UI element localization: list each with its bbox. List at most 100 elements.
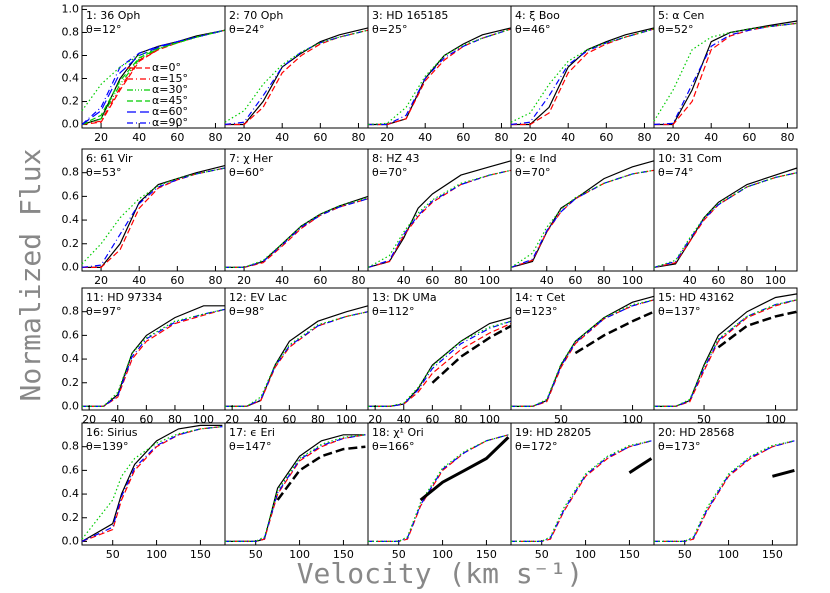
panel-title: 8: HZ 43 <box>372 152 420 165</box>
series-line <box>653 22 798 126</box>
series-line <box>431 324 512 384</box>
series-line <box>654 20 798 126</box>
y-tick-label: 1.0 <box>62 2 80 15</box>
series-line <box>225 434 366 542</box>
x-tick-label: 20 <box>237 131 251 144</box>
x-tick-label: 60 <box>282 413 296 426</box>
series-line <box>511 440 652 542</box>
y-tick-label: 0.4 <box>62 213 80 226</box>
series-line <box>717 310 798 349</box>
y-tick-label: 0.6 <box>62 328 80 341</box>
x-tick-label: 80 <box>351 274 365 287</box>
series-line <box>225 311 369 407</box>
x-tick-label: 80 <box>454 413 468 426</box>
x-tick-label: 20 <box>82 413 96 426</box>
y-axis-label: Normalized Flux <box>14 149 47 402</box>
series-line <box>225 27 369 126</box>
legend-label: α=30° <box>152 83 188 96</box>
panel-title: 16: Sirius <box>86 426 138 439</box>
x-tick-label: 40 <box>275 131 289 144</box>
series-line <box>419 436 510 502</box>
series-line <box>82 308 226 407</box>
x-tick-label: 100 <box>622 274 643 287</box>
series-line <box>654 299 798 407</box>
x-tick-label: 20 <box>225 413 239 426</box>
panel-title: 15: HD 43162 <box>658 291 734 304</box>
x-tick-label: 60 <box>456 131 470 144</box>
x-tick-label: 80 <box>780 131 794 144</box>
legend-label: α=0° <box>152 61 181 74</box>
x-tick-label: 40 <box>111 413 125 426</box>
series-line <box>367 169 512 268</box>
panel-title: 7: χ Her <box>229 152 273 165</box>
y-tick-label: 0.8 <box>62 305 80 318</box>
series-line <box>81 29 226 112</box>
series-line <box>654 440 795 542</box>
x-tick-label: 100 <box>479 413 500 426</box>
x-tick-label: 80 <box>208 131 222 144</box>
y-tick-label: 0.4 <box>62 352 80 365</box>
x-tick-label: 60 <box>313 131 327 144</box>
series-line <box>511 440 652 542</box>
series-line <box>276 445 366 501</box>
y-tick-label: 0.2 <box>62 376 80 389</box>
x-tick-label: 50 <box>554 413 568 426</box>
x-tick-label: 40 <box>418 131 432 144</box>
x-tick-label: 100 <box>479 274 500 287</box>
series-line <box>81 167 226 268</box>
series-line <box>510 169 655 268</box>
x-tick-label: 100 <box>146 548 167 561</box>
series-line <box>225 198 369 268</box>
x-tick-label: 20 <box>380 131 394 144</box>
series-line <box>81 167 226 265</box>
series-line <box>654 299 798 407</box>
series-line <box>510 28 655 123</box>
series-line <box>367 160 512 268</box>
series-line <box>653 167 798 268</box>
x-tick-label: 20 <box>94 274 108 287</box>
series-line <box>368 320 512 407</box>
series-line <box>654 440 795 542</box>
y-tick-label: 0.8 <box>62 440 80 453</box>
x-tick-label: 80 <box>637 131 651 144</box>
panel-subtitle: θ=147° <box>229 440 271 453</box>
x-tick-label: 40 <box>540 274 554 287</box>
panel-frame <box>653 287 798 411</box>
series-line <box>628 457 653 474</box>
x-tick-label: 20 <box>368 413 382 426</box>
series-line <box>511 440 652 542</box>
panel-title: 14: τ Cet <box>515 291 566 304</box>
series-line <box>82 308 226 407</box>
panel-subtitle: θ=46° <box>515 23 550 36</box>
x-tick-label: 20 <box>237 274 251 287</box>
y-tick-label: 0.0 <box>62 260 80 273</box>
x-tick-label: 50 <box>678 548 692 561</box>
panel-subtitle: θ=137° <box>658 305 700 318</box>
series-line <box>225 434 366 542</box>
series-line <box>574 310 655 355</box>
x-tick-label: 100 <box>765 274 786 287</box>
legend-label: α=15° <box>152 72 188 85</box>
x-tick-label: 80 <box>494 131 508 144</box>
x-tick-label: 20 <box>666 131 680 144</box>
x-tick-label: 60 <box>568 274 582 287</box>
panel-subtitle: θ=24° <box>229 23 264 36</box>
x-tick-label: 100 <box>718 548 739 561</box>
x-tick-label: 60 <box>711 274 725 287</box>
series-line <box>368 27 512 126</box>
x-tick-label: 40 <box>275 274 289 287</box>
series-line <box>224 29 369 123</box>
x-tick-label: 80 <box>454 274 468 287</box>
y-tick-label: 0.0 <box>62 118 80 131</box>
panel-subtitle: θ=97° <box>86 305 121 318</box>
panel-subtitle: θ=123° <box>515 305 557 318</box>
panel-title: 10: 31 Com <box>658 152 722 165</box>
panel-title: 19: HD 28205 <box>515 426 591 439</box>
y-tick-label: 0.0 <box>62 534 80 547</box>
x-tick-label: 40 <box>683 274 697 287</box>
panel-subtitle: θ=166° <box>372 440 414 453</box>
series-line <box>367 169 512 268</box>
panel-title: 13: DK UMa <box>372 291 437 304</box>
x-tick-label: 150 <box>476 548 497 561</box>
